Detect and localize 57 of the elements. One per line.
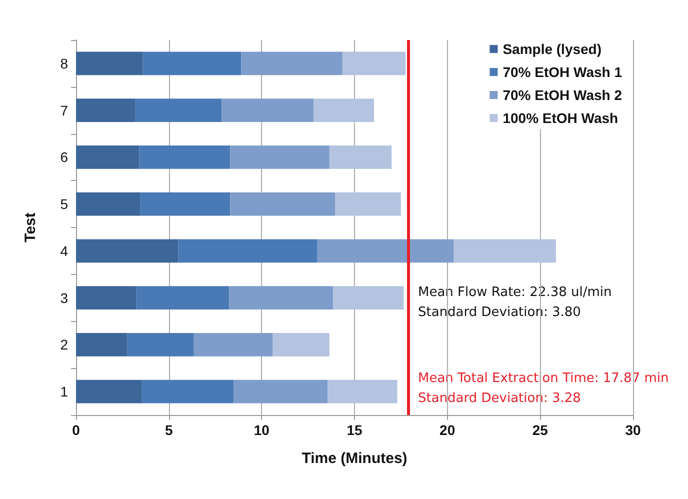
- bar: [454, 239, 556, 263]
- y-tick-label: 7: [60, 102, 68, 118]
- annotation: Mean Flow Rate: 22.38 ul/min: [418, 285, 612, 300]
- legend-label: 70% EtOH Wash 2: [502, 87, 622, 103]
- y-tick-label: 5: [60, 196, 68, 212]
- y-tick-label: 1: [60, 384, 68, 400]
- bar: [76, 380, 142, 404]
- y-tick-label: 2: [60, 336, 68, 353]
- bar: [76, 286, 136, 310]
- annotation: Standard Deviation: 3.28: [418, 391, 581, 406]
- x-tick-label: 0: [72, 422, 80, 438]
- bar: [328, 380, 398, 404]
- legend-label: 100% EtOH Wash: [502, 110, 618, 126]
- bar: [335, 192, 401, 216]
- x-tick-label: 5: [164, 422, 173, 438]
- y-tick-label: 8: [60, 55, 68, 72]
- bar: [342, 52, 406, 76]
- bar: [230, 145, 330, 169]
- bar: [76, 52, 143, 76]
- bar: [135, 98, 222, 122]
- bar: [142, 52, 242, 76]
- bar: [76, 98, 136, 122]
- y-axis-title: Test: [22, 212, 39, 242]
- y-tick-label: 4: [60, 242, 68, 259]
- legend-label: 70% EtOH Wash 1: [502, 64, 622, 80]
- bar: [317, 239, 454, 263]
- bar: [76, 145, 140, 169]
- legend-label: Sample (lysed): [502, 41, 602, 57]
- annotation: Standard Deviation: 3.80: [418, 305, 581, 320]
- x-tick-label: 25: [532, 422, 548, 438]
- bar: [230, 192, 336, 216]
- bar: [76, 192, 140, 216]
- bar: [241, 52, 342, 76]
- bar: [272, 332, 330, 356]
- bar: [234, 380, 328, 404]
- y-tick-label: 3: [60, 290, 68, 306]
- bar: [333, 286, 404, 310]
- x-tick-label: 10: [254, 422, 270, 438]
- bar: [76, 239, 178, 263]
- bar: [222, 98, 314, 122]
- bar: [127, 332, 194, 356]
- bar: [76, 332, 128, 356]
- x-axis-title: Time (Minutes): [302, 450, 408, 467]
- bar: [140, 192, 230, 216]
- bar: [329, 145, 392, 169]
- bar: [178, 239, 318, 263]
- bar: [136, 286, 230, 310]
- bar: [229, 286, 334, 310]
- bar: [314, 98, 374, 122]
- y-tick-label: 6: [60, 149, 68, 166]
- bar: [194, 332, 273, 356]
- bar: [139, 145, 230, 169]
- x-tick-label: 20: [440, 422, 456, 438]
- annotation: Mean Total Extraction Time: 17.87 min: [418, 371, 669, 386]
- bar: [142, 380, 234, 404]
- x-tick-label: 30: [625, 422, 641, 438]
- x-tick-label: 15: [346, 422, 362, 438]
